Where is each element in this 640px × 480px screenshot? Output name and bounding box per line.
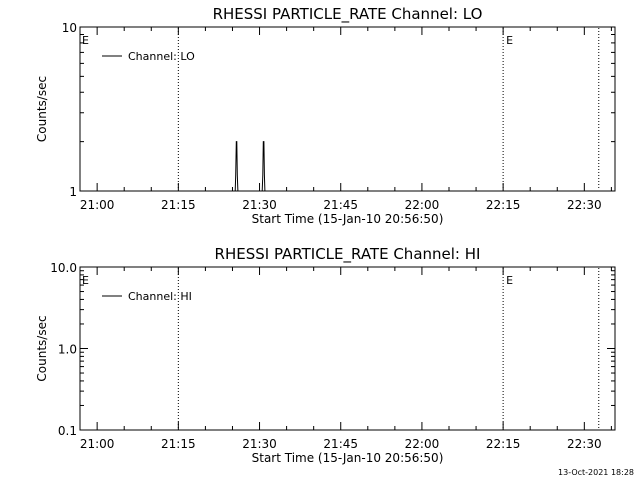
x-axis-label: Start Time (15-Jan-10 20:56:50)	[252, 451, 444, 465]
y-axis-label: Counts/sec	[35, 315, 49, 381]
x-tick-label: 22:30	[567, 437, 602, 451]
x-tick-label: 21:45	[323, 198, 358, 212]
plot-frame	[79, 26, 616, 192]
x-tick-label: 21:00	[80, 198, 115, 212]
y-tick-label: 10	[62, 21, 77, 35]
x-tick-label: 21:30	[242, 437, 277, 451]
x-tick-label: 21:30	[242, 198, 277, 212]
y-axis-label: Counts/sec	[35, 76, 49, 142]
x-axis-label: Start Time (15-Jan-10 20:56:50)	[252, 212, 444, 226]
x-tick-label: 22:00	[405, 437, 440, 451]
y-tick-label: 1	[69, 185, 77, 199]
y-tick-label: 0.1	[58, 424, 77, 438]
chart-title: RHESSI PARTICLE_RATE Channel: LO	[213, 5, 483, 24]
edge-marker: E	[82, 274, 89, 287]
edge-marker: E	[82, 34, 89, 47]
x-tick-label: 22:15	[486, 437, 521, 451]
event-marker: E	[506, 34, 513, 47]
event-marker: E	[506, 274, 513, 287]
legend-entry: Channel: HI	[128, 290, 192, 303]
chart-title: RHESSI PARTICLE_RATE Channel: HI	[215, 245, 481, 264]
x-tick-label: 21:45	[323, 437, 358, 451]
series-line	[261, 141, 266, 192]
x-tick-label: 21:15	[161, 437, 196, 451]
x-tick-label: 21:15	[161, 198, 196, 212]
x-tick-label: 22:00	[405, 198, 440, 212]
x-tick-label: 22:15	[486, 198, 521, 212]
y-tick-label: 1.0	[58, 343, 77, 357]
series-line	[234, 141, 239, 192]
plot-timestamp: 13-Oct-2021 18:28	[558, 468, 634, 477]
x-tick-label: 21:00	[80, 437, 115, 451]
y-tick-label: 10.0	[50, 261, 77, 275]
x-tick-label: 22:30	[567, 198, 602, 212]
legend-entry: Channel: LO	[128, 50, 195, 63]
